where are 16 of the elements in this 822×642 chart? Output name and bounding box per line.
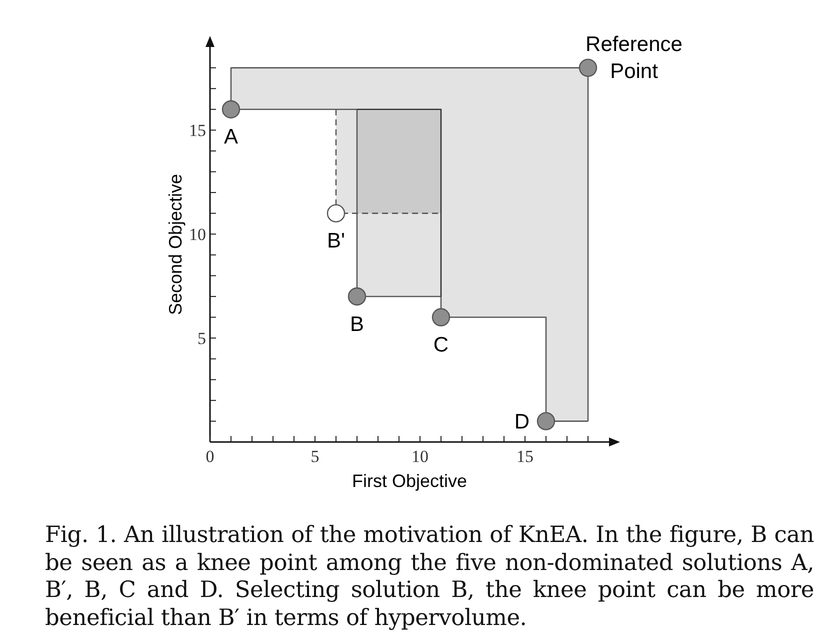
x-axis-title: First Objective — [352, 471, 468, 491]
x-tick-label: 0 — [206, 446, 214, 466]
x-tick-label: 5 — [310, 446, 320, 466]
y-tick-label: 15 — [189, 121, 206, 140]
annotation: B — [350, 312, 364, 336]
x-tick-label: 15 — [516, 446, 534, 466]
annotation: C — [433, 334, 449, 357]
y-tick-label: 10 — [189, 225, 206, 244]
annotation: D — [514, 410, 530, 434]
annotation: A — [224, 126, 238, 149]
x-tick-label: 10 — [412, 446, 428, 466]
annotation: B' — [326, 230, 346, 253]
caption: Fig. 1. An illustration of the motivation of KnEA. In the figure, B can be seen as a knee point among the five non-dominated solutions A, B′, B, C and D. Selecting solution B, the knee point can be more beneficial than B′ in terms of hypervolume. — [45, 522, 814, 633]
y-tick-label: 5 — [198, 329, 206, 348]
annotation: Reference Point — [586, 33, 682, 84]
y-axis-title: Second Objective — [165, 174, 186, 316]
